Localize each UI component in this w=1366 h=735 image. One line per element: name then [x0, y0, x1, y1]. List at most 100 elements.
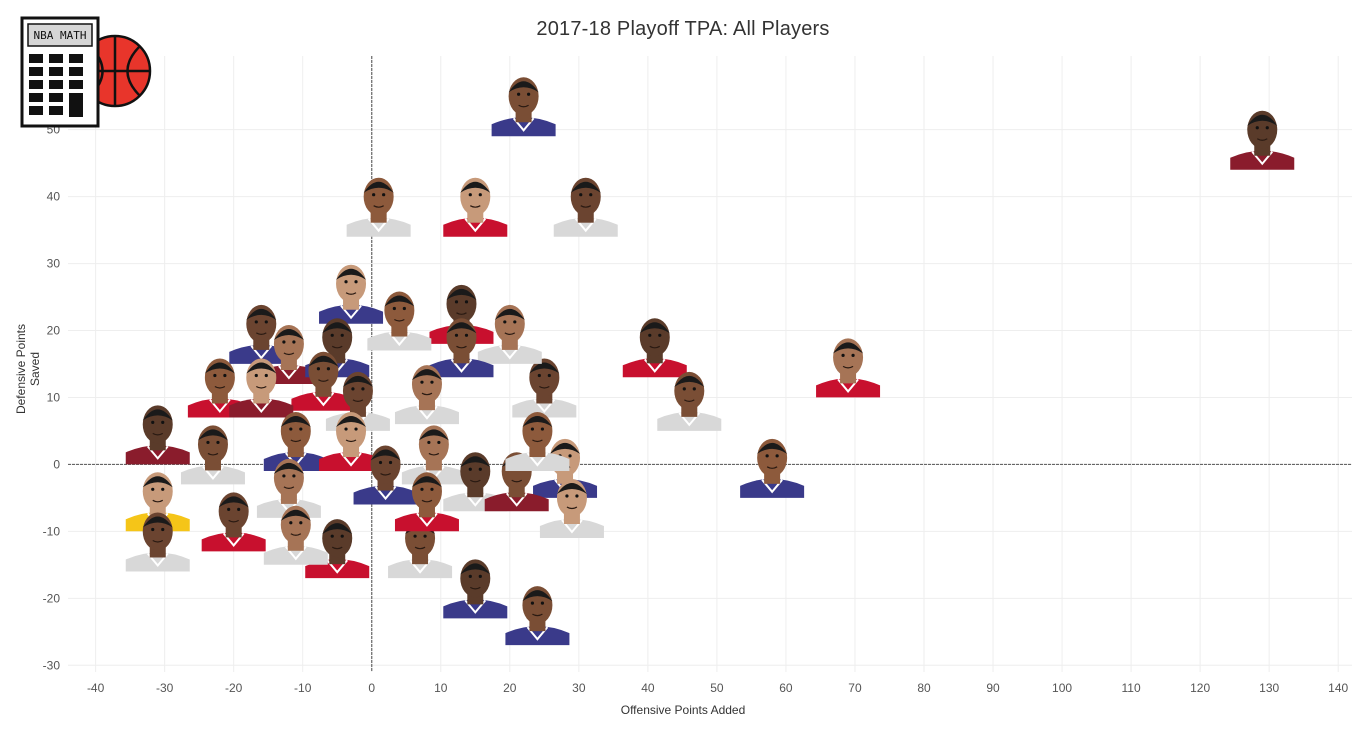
hair-shape — [522, 590, 553, 602]
eye-shape — [478, 467, 482, 471]
player-headshot-point — [256, 458, 321, 518]
mouth-shape — [456, 312, 467, 315]
jersey-shape — [491, 117, 556, 137]
eye-shape — [388, 460, 393, 465]
jersey-shape — [553, 217, 618, 237]
eye-shape — [527, 92, 531, 96]
mouth-shape — [532, 439, 543, 443]
hair-shape — [336, 416, 367, 428]
player-headshot-point — [443, 559, 508, 619]
jersey-collar — [512, 117, 535, 132]
player-headshot-point — [816, 338, 881, 398]
hair-shape — [446, 322, 477, 334]
y-tick-label: 20 — [47, 324, 61, 338]
eye-shape — [330, 534, 334, 538]
hair-shape — [218, 496, 249, 508]
jersey-collar — [388, 331, 411, 347]
mouth-shape — [766, 466, 778, 469]
mouth-shape — [207, 452, 219, 456]
jersey-collar — [464, 218, 487, 233]
eye-shape — [464, 300, 469, 304]
jersey-shape — [388, 559, 453, 579]
jersey-shape — [229, 398, 294, 418]
eye-shape — [330, 333, 334, 337]
eye-shape — [589, 193, 593, 197]
eye-shape — [468, 193, 472, 197]
player-headshot-point — [394, 472, 459, 532]
x-tick-label: 130 — [1259, 681, 1279, 695]
jersey-shape — [484, 492, 549, 512]
hair-shape — [142, 516, 173, 528]
player-headshot-point — [443, 452, 508, 512]
jersey-collar — [374, 485, 397, 501]
jersey-shape — [622, 358, 687, 378]
mouth-shape — [421, 392, 433, 396]
hair-shape — [494, 308, 525, 320]
hair-shape — [446, 288, 477, 300]
hair-shape — [370, 449, 401, 461]
data-points — [125, 77, 1295, 646]
chart-title: 2017-18 Playoff TPA: All Players — [536, 18, 830, 40]
eye-shape — [299, 427, 303, 431]
eye-shape — [299, 521, 303, 525]
mouth-shape — [373, 205, 384, 208]
hair-shape — [246, 308, 277, 320]
jersey-shape — [477, 344, 542, 364]
player-headshot-point — [505, 412, 570, 472]
mouth-shape — [345, 439, 357, 443]
hair-shape — [142, 476, 173, 488]
eye-shape — [437, 440, 441, 445]
eye-shape — [565, 494, 569, 498]
jersey-shape — [180, 465, 245, 485]
jersey-shape — [816, 378, 881, 398]
eye-shape — [575, 494, 579, 498]
eye-shape — [537, 373, 541, 378]
hair-shape — [1247, 114, 1278, 126]
eye-shape — [478, 574, 482, 578]
jersey-collar — [367, 218, 390, 233]
hair-shape — [142, 409, 173, 421]
player-headshot-point — [229, 358, 294, 418]
x-tick-label: -10 — [294, 681, 312, 695]
mouth-shape — [428, 452, 440, 456]
jersey-shape — [512, 398, 577, 418]
hair-shape — [411, 476, 442, 488]
eye-shape — [354, 280, 358, 284]
hair-shape — [833, 342, 864, 354]
eye-shape — [402, 306, 406, 311]
mouth-shape — [290, 439, 302, 443]
neck-shape — [418, 505, 435, 518]
eye-shape — [420, 380, 424, 384]
mouth-shape — [580, 205, 592, 208]
player-headshot-point — [505, 586, 570, 646]
eye-shape — [648, 333, 652, 337]
mouth-shape — [518, 104, 529, 108]
eye-shape — [227, 507, 231, 511]
mouth-shape — [649, 345, 661, 349]
eye-shape — [517, 92, 521, 96]
hair-shape — [674, 375, 705, 387]
jersey-shape — [740, 478, 805, 498]
player-headshot-point — [491, 77, 556, 137]
y-tick-label: 30 — [47, 257, 61, 271]
jersey-collar — [202, 465, 224, 480]
mouth-shape — [456, 345, 467, 349]
eye-shape — [413, 534, 417, 538]
mouth-shape — [469, 586, 481, 590]
eye-shape — [292, 340, 296, 344]
eye-shape — [454, 300, 459, 304]
eye-shape — [468, 574, 472, 578]
eye-shape — [326, 367, 331, 371]
hair-shape — [246, 362, 277, 374]
eye-shape — [289, 427, 293, 431]
eye-shape — [530, 601, 535, 605]
jersey-shape — [505, 626, 570, 646]
eye-shape — [851, 353, 855, 357]
eye-shape — [216, 440, 220, 445]
x-tick-label: 0 — [368, 681, 375, 695]
mouth-shape — [352, 399, 364, 402]
x-tick-label: 70 — [848, 681, 862, 695]
hair-shape — [757, 442, 788, 454]
jersey-shape — [291, 391, 356, 411]
eye-shape — [540, 427, 545, 431]
